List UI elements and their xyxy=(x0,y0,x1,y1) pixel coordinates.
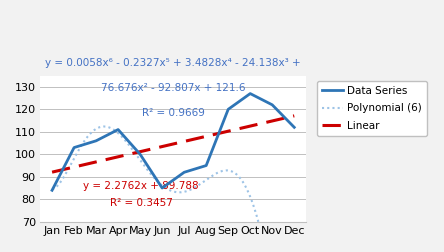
Data Series xyxy=(292,126,297,129)
Data Series xyxy=(93,139,99,142)
Polynomial (6) xyxy=(248,197,254,200)
Linear xyxy=(166,144,171,147)
Data Series xyxy=(159,186,165,190)
Linear xyxy=(194,137,199,140)
Polynomial (6) xyxy=(194,185,199,188)
Text: R² = 0.9669: R² = 0.9669 xyxy=(142,108,205,118)
Data Series xyxy=(182,171,187,174)
Data Series xyxy=(203,164,209,167)
Data Series xyxy=(115,128,121,131)
Data Series xyxy=(49,189,55,192)
Data Series xyxy=(270,103,275,106)
Text: y = 0.0058x⁶ - 0.2327x⁵ + 3.4828x⁴ - 24.138x³ +: y = 0.0058x⁶ - 0.2327x⁵ + 3.4828x⁴ - 24.… xyxy=(45,58,301,68)
Linear xyxy=(180,140,186,143)
Line: Linear: Linear xyxy=(52,116,294,172)
Text: 76.676x² - 92.807x + 121.6: 76.676x² - 92.807x + 121.6 xyxy=(101,83,246,93)
Polynomial (6) xyxy=(101,125,107,128)
Linear xyxy=(292,114,297,117)
Polynomial (6) xyxy=(166,188,172,192)
Text: R² = 0.3457: R² = 0.3457 xyxy=(110,198,173,208)
Data Series xyxy=(226,108,231,111)
Data Series xyxy=(248,92,253,95)
Line: Polynomial (6): Polynomial (6) xyxy=(52,127,294,252)
Text: y = 2.2762x + 89.788: y = 2.2762x + 89.788 xyxy=(83,181,199,191)
Legend: Data Series, Polynomial (6), Linear: Data Series, Polynomial (6), Linear xyxy=(317,81,427,136)
Linear xyxy=(49,171,55,174)
Polynomial (6) xyxy=(165,188,170,191)
Linear xyxy=(248,124,253,128)
Data Series xyxy=(138,153,143,156)
Linear xyxy=(164,144,170,147)
Linear xyxy=(286,116,291,119)
Polynomial (6) xyxy=(181,191,186,194)
Polynomial (6) xyxy=(49,187,55,191)
Data Series xyxy=(71,146,77,149)
Line: Data Series: Data Series xyxy=(52,93,294,190)
